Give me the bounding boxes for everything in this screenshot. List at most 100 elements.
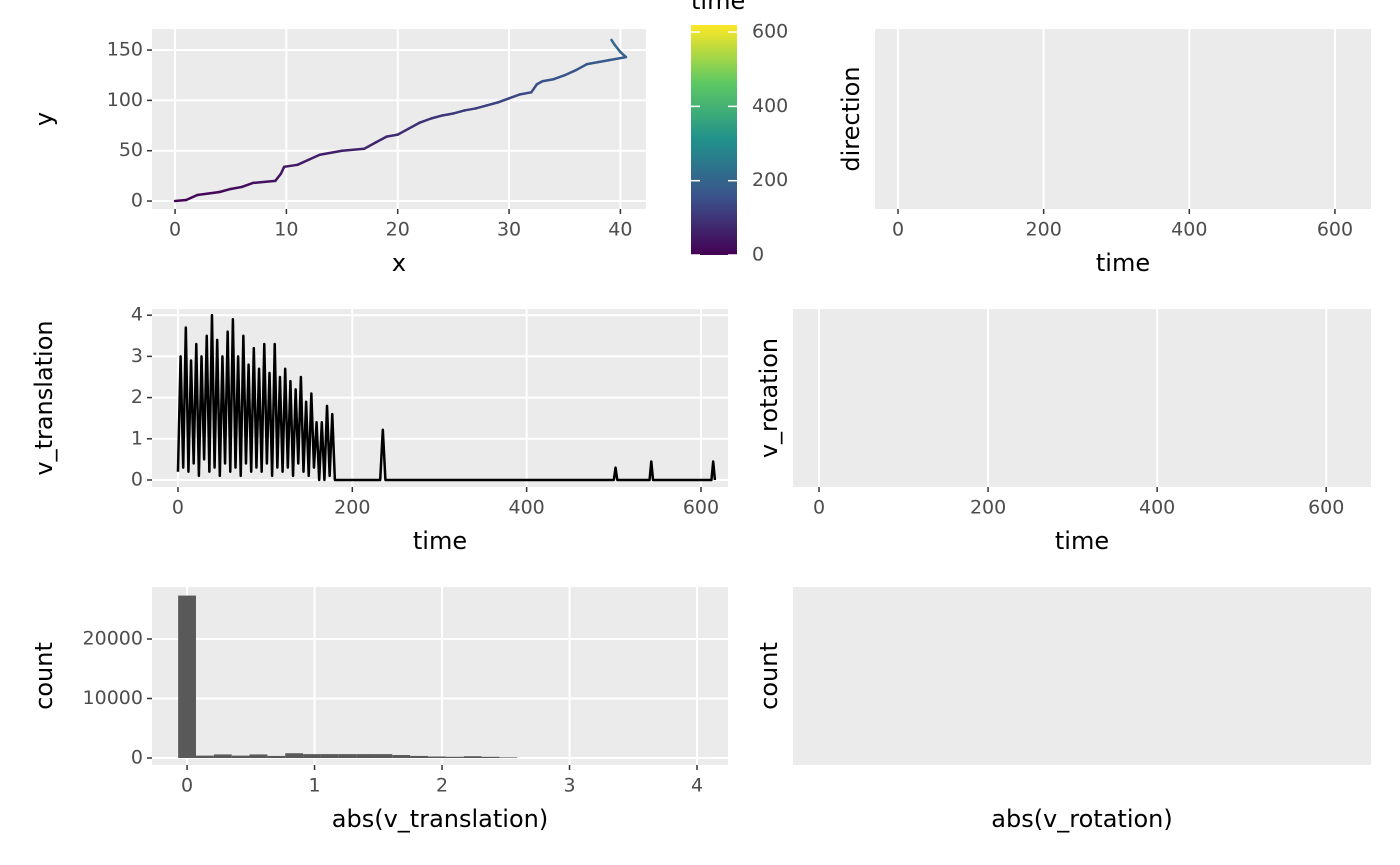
x-tick-label: 0	[181, 775, 193, 797]
plot-background	[152, 29, 646, 209]
y-tick-label: 10000	[83, 687, 143, 709]
x-axis-title: abs(v_rotation)	[991, 805, 1173, 833]
trajectory-segment	[507, 93, 522, 100]
plot-background	[793, 587, 1371, 765]
x-axis-title: x	[392, 249, 406, 277]
trajectory-segment	[363, 141, 377, 150]
trajectory-segment	[229, 185, 244, 191]
trajectory-segment	[474, 104, 489, 110]
y-axis-title: v_translation	[30, 320, 58, 475]
y-axis-title: direction	[837, 66, 865, 171]
trajectory-segment	[613, 43, 622, 54]
trajectory-segment	[530, 83, 539, 94]
plot-background	[793, 309, 1371, 487]
trajectory-segment	[279, 165, 286, 176]
x-axis-title: time	[413, 527, 467, 555]
y-axis-title: v_rotation	[755, 338, 783, 458]
histogram-bar	[267, 755, 286, 759]
plot-background	[152, 587, 728, 765]
x-tick-label: 400	[509, 497, 545, 519]
histogram-bar	[374, 754, 393, 759]
colorbar-tick-label: 0	[752, 244, 764, 266]
x-tick-label: 200	[970, 497, 1006, 519]
y-tick-label: 20000	[83, 628, 143, 650]
histogram-bar	[445, 756, 464, 759]
trajectory-segment	[619, 50, 628, 59]
y-tick-label: 1	[131, 427, 143, 449]
x-tick-label: 3	[563, 775, 575, 797]
x-tick-label: 0	[813, 497, 825, 519]
trajectory-segment	[173, 198, 188, 203]
colorbar-tick-label: 400	[752, 95, 788, 117]
y-axis-title: count	[30, 642, 58, 710]
colorbar-tick-label: 600	[752, 21, 788, 43]
trajectory-segment	[196, 190, 221, 197]
histogram-bar	[178, 595, 196, 759]
trajectory-segment	[273, 172, 283, 183]
trajectory-segment	[407, 121, 422, 130]
trajectory-segment	[610, 38, 617, 47]
x-tick-label: 30	[497, 219, 521, 241]
histogram-bar	[481, 756, 500, 759]
x-tick-label: 0	[169, 219, 181, 241]
histogram-bar	[356, 754, 375, 759]
trajectory-segment	[340, 147, 366, 152]
x-tick-label: 600	[1308, 497, 1344, 519]
trajectory-segment	[418, 117, 433, 124]
trajectory-segment	[574, 62, 589, 72]
histogram-bar	[249, 754, 268, 759]
y-tick-label: 0	[131, 190, 143, 212]
x-axis-title: time	[1096, 249, 1150, 277]
histogram-bar	[320, 754, 339, 759]
histogram-bar	[499, 757, 518, 759]
histogram-bar	[195, 755, 214, 759]
y-tick-label: 2	[131, 386, 143, 408]
trajectory-segment	[452, 109, 466, 115]
trajectory-segment	[552, 73, 566, 81]
trajectory-segment	[240, 181, 255, 189]
x-axis-title: abs(v_translation)	[332, 805, 548, 833]
histogram-bar	[410, 755, 429, 759]
trajectory-segment	[496, 97, 511, 104]
x-tick-label: 200	[1026, 219, 1062, 241]
trajectory-segment	[385, 133, 399, 138]
colorbar-title: time	[691, 0, 745, 15]
trajectory-segment	[296, 158, 310, 167]
histogram-bar	[213, 754, 232, 759]
histogram-bar	[392, 755, 411, 759]
y-axis-title: y	[30, 112, 58, 126]
trajectory-segment	[463, 107, 477, 112]
x-tick-label: 20	[386, 219, 410, 241]
trajectory-segment	[318, 149, 344, 156]
trajectory-segment	[485, 101, 500, 107]
x-tick-label: 400	[1139, 497, 1175, 519]
trajectory-segment	[251, 179, 277, 185]
histogram-bar	[338, 754, 357, 759]
histogram-bar	[463, 756, 482, 759]
histogram-bar	[303, 754, 321, 759]
trajectory-segment	[218, 187, 232, 194]
y-tick-label: 3	[131, 345, 143, 367]
trajectory-segment	[184, 193, 199, 202]
series-line	[176, 313, 717, 482]
histogram-bar	[285, 753, 304, 759]
trajectory-segment	[374, 135, 388, 144]
x-tick-label: 4	[691, 775, 703, 797]
trajectory-segment	[563, 68, 578, 77]
plot-background	[875, 29, 1371, 209]
x-tick-label: 400	[1171, 219, 1207, 241]
colorbar	[691, 25, 737, 255]
trajectory-segment	[608, 55, 628, 62]
trajectory-segment	[518, 91, 533, 96]
histogram-bar	[428, 756, 446, 759]
x-tick-label: 1	[309, 775, 321, 797]
colorbar-tick-label: 200	[752, 169, 788, 191]
trajectory-segment	[585, 60, 600, 66]
trajectory-segment	[541, 77, 555, 83]
x-tick-label: 10	[274, 219, 298, 241]
y-tick-label: 0	[131, 468, 143, 490]
y-tick-label: 150	[107, 39, 143, 61]
x-axis-title: time	[1055, 527, 1109, 555]
y-tick-label: 4	[131, 304, 143, 326]
